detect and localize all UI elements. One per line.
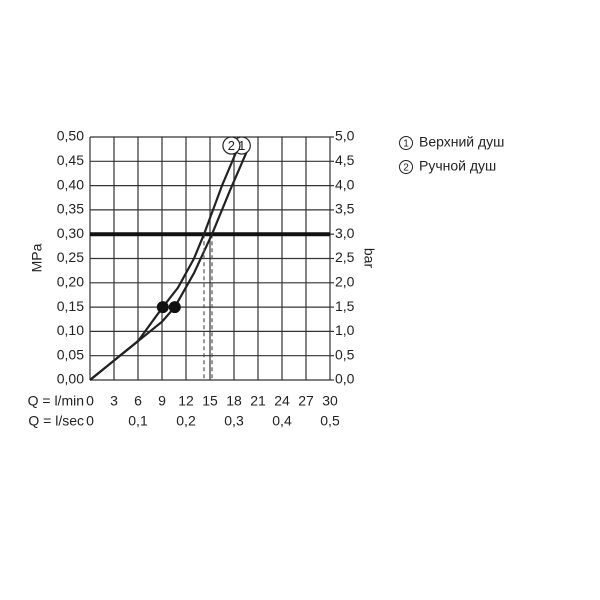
- x2-tick-label: 0,2: [176, 413, 196, 429]
- y2-tick-label: 1,5: [335, 298, 355, 314]
- y-tick-label: 0,50: [57, 128, 84, 144]
- x-tick-label: 0: [86, 393, 94, 409]
- operating-point: [168, 301, 181, 314]
- x-tick-label: 9: [158, 393, 166, 409]
- y-axis-label: MPa: [29, 243, 45, 272]
- x-tick-label: 30: [322, 393, 338, 409]
- y2-tick-label: 3,5: [335, 201, 355, 217]
- y2-tick-label: 0,5: [335, 346, 355, 362]
- curve-label-circle: [222, 136, 241, 155]
- y2-axis-label: bar: [361, 248, 377, 269]
- curve-label: 2: [228, 138, 235, 153]
- legend-number: 1: [403, 139, 409, 150]
- curve-label: 1: [238, 138, 245, 153]
- y-tick-label: 0,00: [57, 371, 84, 387]
- y-tick-label: 0,30: [57, 225, 84, 241]
- y2-tick-label: 1,0: [335, 322, 355, 338]
- y2-tick-label: 0,0: [335, 371, 355, 387]
- x-tick-label: 18: [226, 393, 242, 409]
- x2-tick-label: 0,5: [320, 413, 340, 429]
- x-tick-label: 3: [110, 393, 118, 409]
- y-tick-label: 0,25: [57, 249, 84, 265]
- y-tick-label: 0,10: [57, 322, 84, 338]
- operating-point: [156, 301, 169, 314]
- y-tick-label: 0,40: [57, 176, 84, 192]
- y-tick-label: 0,15: [57, 298, 84, 314]
- x-tick-label: 24: [274, 393, 290, 409]
- y2-tick-label: 2,0: [335, 274, 355, 290]
- x2-tick-label: 0: [86, 413, 94, 429]
- x2-axis-label: Q = l/sec: [28, 413, 84, 429]
- x2-tick-label: 0,3: [224, 413, 244, 429]
- x-tick-label: 12: [178, 393, 194, 409]
- y2-tick-label: 3,0: [335, 225, 355, 241]
- y-tick-label: 0,35: [57, 201, 84, 217]
- series-line: [89, 151, 238, 381]
- y2-tick-label: 5,0: [335, 128, 355, 144]
- x-tick-label: 21: [250, 393, 266, 409]
- x-tick-label: 15: [202, 393, 218, 409]
- y2-tick-label: 2,5: [335, 249, 355, 265]
- legend-marker: [399, 160, 413, 174]
- y-tick-label: 0,20: [57, 274, 84, 290]
- legend-label: Верхний душ: [419, 134, 504, 150]
- y2-tick-label: 4,0: [335, 176, 355, 192]
- x2-tick-label: 0,1: [128, 413, 148, 429]
- x-tick-label: 27: [298, 393, 314, 409]
- y2-tick-label: 4,5: [335, 152, 355, 168]
- legend-number: 2: [403, 163, 409, 174]
- legend-label: Ручной душ: [419, 158, 496, 174]
- x-axis-label: Q = l/min: [28, 393, 84, 409]
- x-tick-label: 6: [134, 393, 142, 409]
- x2-tick-label: 0,4: [272, 413, 292, 429]
- y-tick-label: 0,05: [57, 346, 84, 362]
- y-tick-label: 0,45: [57, 152, 84, 168]
- legend-marker: [399, 136, 413, 150]
